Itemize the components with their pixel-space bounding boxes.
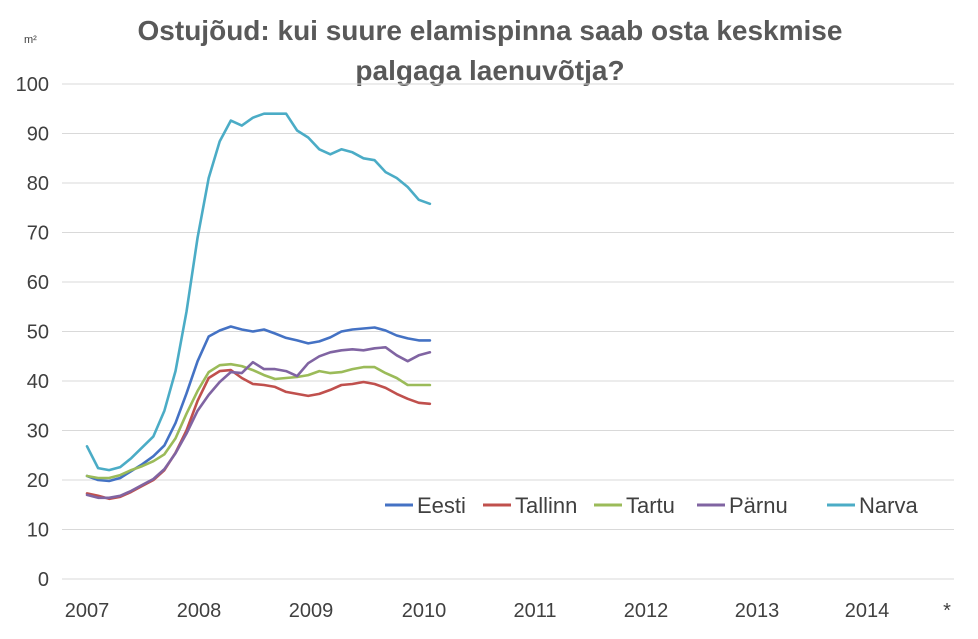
y-tick-label: 50	[27, 322, 49, 344]
x-tick-label: 2008	[177, 600, 222, 622]
legend: Eesti Tallinn Tartu Pärnu Narva	[385, 493, 918, 518]
gridlines	[62, 83, 954, 580]
legend-label-eesti: Eesti	[417, 493, 466, 518]
y-tick-label: 80	[27, 173, 49, 195]
x-tick-label: *	[943, 600, 951, 622]
y-axis-ticks: 0 10 20 30 40 50 60 70 80 90 100	[16, 74, 49, 591]
y-tick-label: 20	[27, 470, 49, 492]
x-tick-label: 2013	[735, 600, 780, 622]
legend-label-narva: Narva	[859, 493, 918, 518]
series-line-narva	[85, 112, 432, 472]
legend-label-tallinn: Tallinn	[515, 493, 577, 518]
x-tick-label: 2014	[845, 600, 890, 622]
x-tick-label: 2011	[513, 600, 556, 622]
x-tick-label: 2012	[624, 600, 669, 622]
chart-title-line-2: palgaga laenuvõtja?	[355, 55, 624, 86]
series-line-tartu	[85, 362, 432, 480]
y-tick-label: 100	[16, 74, 49, 96]
y-tick-label: 30	[27, 421, 49, 443]
x-tick-label: 2010	[402, 600, 447, 622]
y-tick-label: 70	[27, 223, 49, 245]
unit-label: m²	[24, 34, 37, 46]
y-tick-label: 10	[27, 520, 49, 542]
series-lines	[85, 112, 432, 501]
y-tick-label: 60	[27, 272, 49, 294]
chart-title: Ostujõud: kui suure elamispinna saab ost…	[138, 15, 843, 86]
y-tick-label: 90	[27, 124, 49, 146]
legend-label-pärnu: Pärnu	[729, 493, 788, 518]
series-line-tallinn	[85, 368, 432, 501]
x-tick-label: 2009	[289, 600, 334, 622]
x-tick-label: 2007	[65, 600, 110, 622]
y-tick-label: 0	[38, 569, 49, 591]
series-line-eesti	[85, 325, 432, 483]
x-axis-ticks: 2007 2008 2009 2010 2011 2012 2013 2014 *	[65, 600, 951, 622]
legend-label-tartu: Tartu	[626, 493, 675, 518]
chart-title-line-1: Ostujõud: kui suure elamispinna saab ost…	[138, 15, 843, 46]
series-line-pärnu	[85, 345, 432, 500]
y-tick-label: 40	[27, 371, 49, 393]
